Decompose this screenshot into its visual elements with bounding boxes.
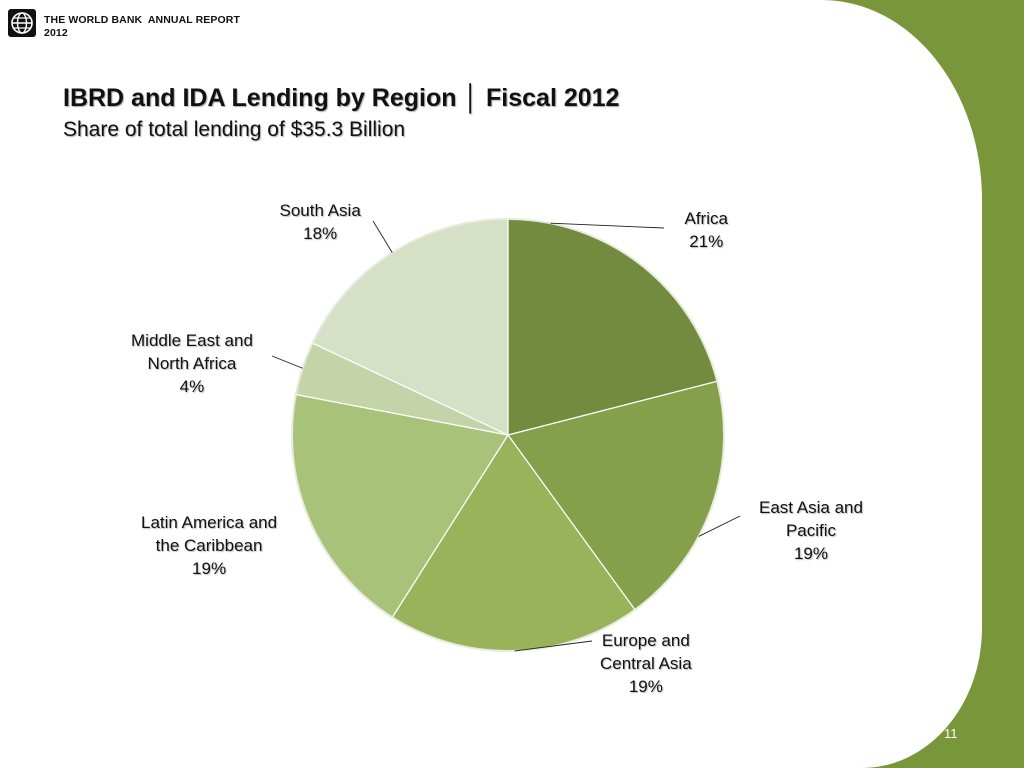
pie-label-6: South Asia 18% [280,199,361,245]
pie-label-4: Latin America and the Caribbean 19% [141,511,277,580]
pie-label-name: Africa [684,209,728,228]
leader-line-2 [698,515,741,537]
pie-label-1: Africa 21% [685,207,728,253]
pie-label-name: South Asia [279,201,361,220]
pie-label-name: East Asia and Pacific [759,498,863,540]
pie-label-percent: 21% [689,232,724,251]
pie-label-percent: 19% [192,559,227,578]
chart-title: IBRD and IDA Lending by Region │ Fiscal … [63,84,620,112]
pie-label-2: East Asia and Pacific 19% [759,496,863,565]
leader-line-3 [514,640,593,652]
pie-label-percent: 19% [628,677,663,696]
pie-label-3: Europe and Central Asia 19% [600,629,692,698]
pie-label-name: Europe and Central Asia [600,631,692,673]
pie-label-percent: 19% [793,544,828,563]
world-bank-globe-icon [8,9,36,37]
leader-line-5 [271,355,303,369]
report-header: THE WORLD BANK ANNUAL REPORT 2012 [44,14,240,40]
pie-outline [291,218,725,652]
pie-label-percent: 4% [179,377,205,396]
pie-label-name: Latin America and the Caribbean [141,513,278,555]
pie-label-5: Middle East and North Africa 4% [131,329,253,398]
pie-label-percent: 18% [303,224,338,243]
page-number: 11 [944,726,958,741]
report-header-line2: 2012 [44,27,68,39]
chart-subtitle: Share of total lending of $35.3 Billion [63,118,406,141]
pie-label-name: Middle East and North Africa [131,331,253,373]
report-header-line1: THE WORLD BANK ANNUAL REPORT [44,14,240,26]
leader-line-1 [550,222,665,229]
leader-line-6 [372,220,393,253]
